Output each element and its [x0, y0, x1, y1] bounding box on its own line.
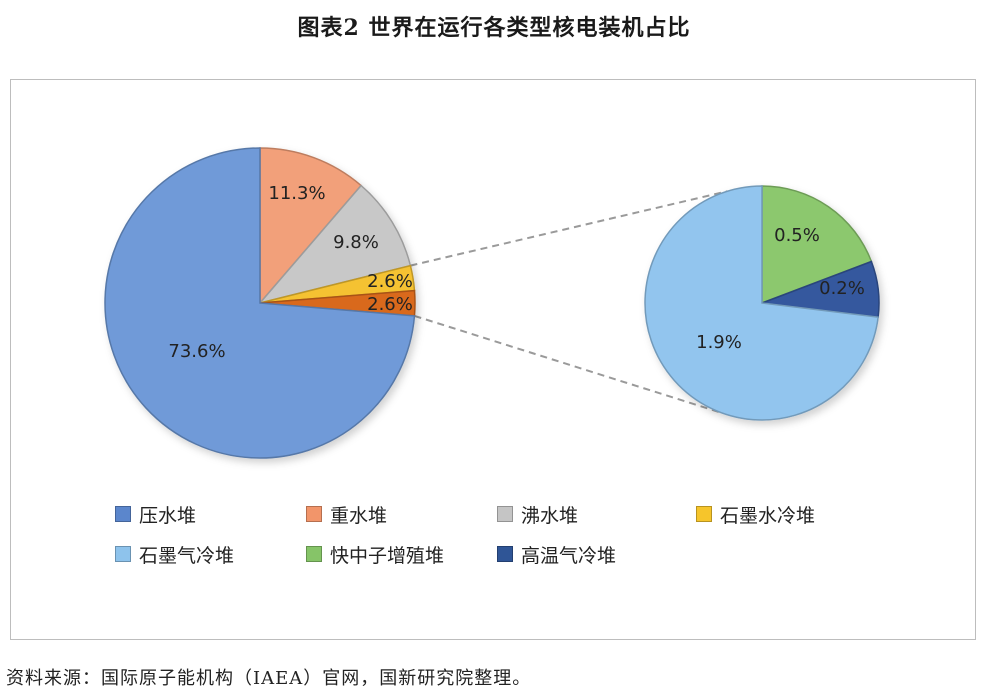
legend: 压水堆 重水堆 沸水堆 石墨水冷堆石墨气冷堆 快中子增殖堆 高温气冷堆 — [10, 490, 974, 580]
main-label-1: 9.8% — [333, 232, 379, 253]
main-label-3: 2.6% — [367, 294, 413, 315]
main-pie — [104, 147, 416, 459]
legend-item: 石墨水冷堆 — [696, 502, 816, 527]
legend-swatch — [696, 506, 712, 522]
detail-label-0: 0.5% — [774, 225, 820, 246]
legend-swatch — [115, 506, 131, 522]
legend-item: 重水堆 — [306, 502, 388, 527]
main-label-2: 2.6% — [367, 271, 413, 292]
detail-pie-labels: 0.5% 0.2% 1.9% — [696, 225, 865, 353]
legend-swatch — [497, 546, 513, 562]
legend-item: 沸水堆 — [497, 502, 579, 527]
legend-item: 石墨气冷堆 — [115, 542, 235, 567]
legend-label: 石墨水冷堆 — [720, 504, 816, 527]
connector-line-1 — [414, 314, 723, 414]
main-label-0: 11.3% — [268, 183, 325, 204]
legend-item: 压水堆 — [115, 502, 197, 527]
legend-item: 快中子增殖堆 — [306, 542, 445, 567]
main-label-4: 73.6% — [168, 341, 225, 362]
legend-swatch — [497, 506, 513, 522]
detail-slice-0 — [761, 185, 873, 305]
legend-swatch — [115, 546, 131, 562]
main-slice-0 — [259, 147, 363, 306]
legend-label: 重水堆 — [330, 504, 388, 527]
legend-label: 高温气冷堆 — [521, 544, 617, 567]
connector-line-0 — [410, 190, 728, 267]
legend-label: 压水堆 — [139, 504, 197, 527]
main-slice-1 — [257, 184, 412, 305]
chart-title: 图表2 世界在运行各类型核电装机占比 — [297, 15, 691, 41]
detail-label-1: 0.2% — [819, 278, 865, 299]
legend-swatch — [306, 506, 322, 522]
main-pie-labels: 11.3% 9.8% 2.6%2.6% 73.6% — [168, 183, 412, 362]
legend-item: 高温气冷堆 — [497, 542, 617, 567]
main-slice-4 — [104, 147, 416, 459]
connector-lines — [410, 190, 728, 414]
legend-label: 快中子增殖堆 — [330, 544, 445, 567]
legend-swatch — [306, 546, 322, 562]
legend-label: 石墨气冷堆 — [139, 544, 235, 567]
source-note: 资料来源：国际原子能机构（IAEA）官网，国新研究院整理。 — [6, 668, 532, 689]
detail-label-2: 1.9% — [696, 332, 742, 353]
detail-slice-2 — [644, 185, 879, 421]
detail-pie — [644, 185, 880, 421]
legend-label: 沸水堆 — [521, 504, 579, 527]
